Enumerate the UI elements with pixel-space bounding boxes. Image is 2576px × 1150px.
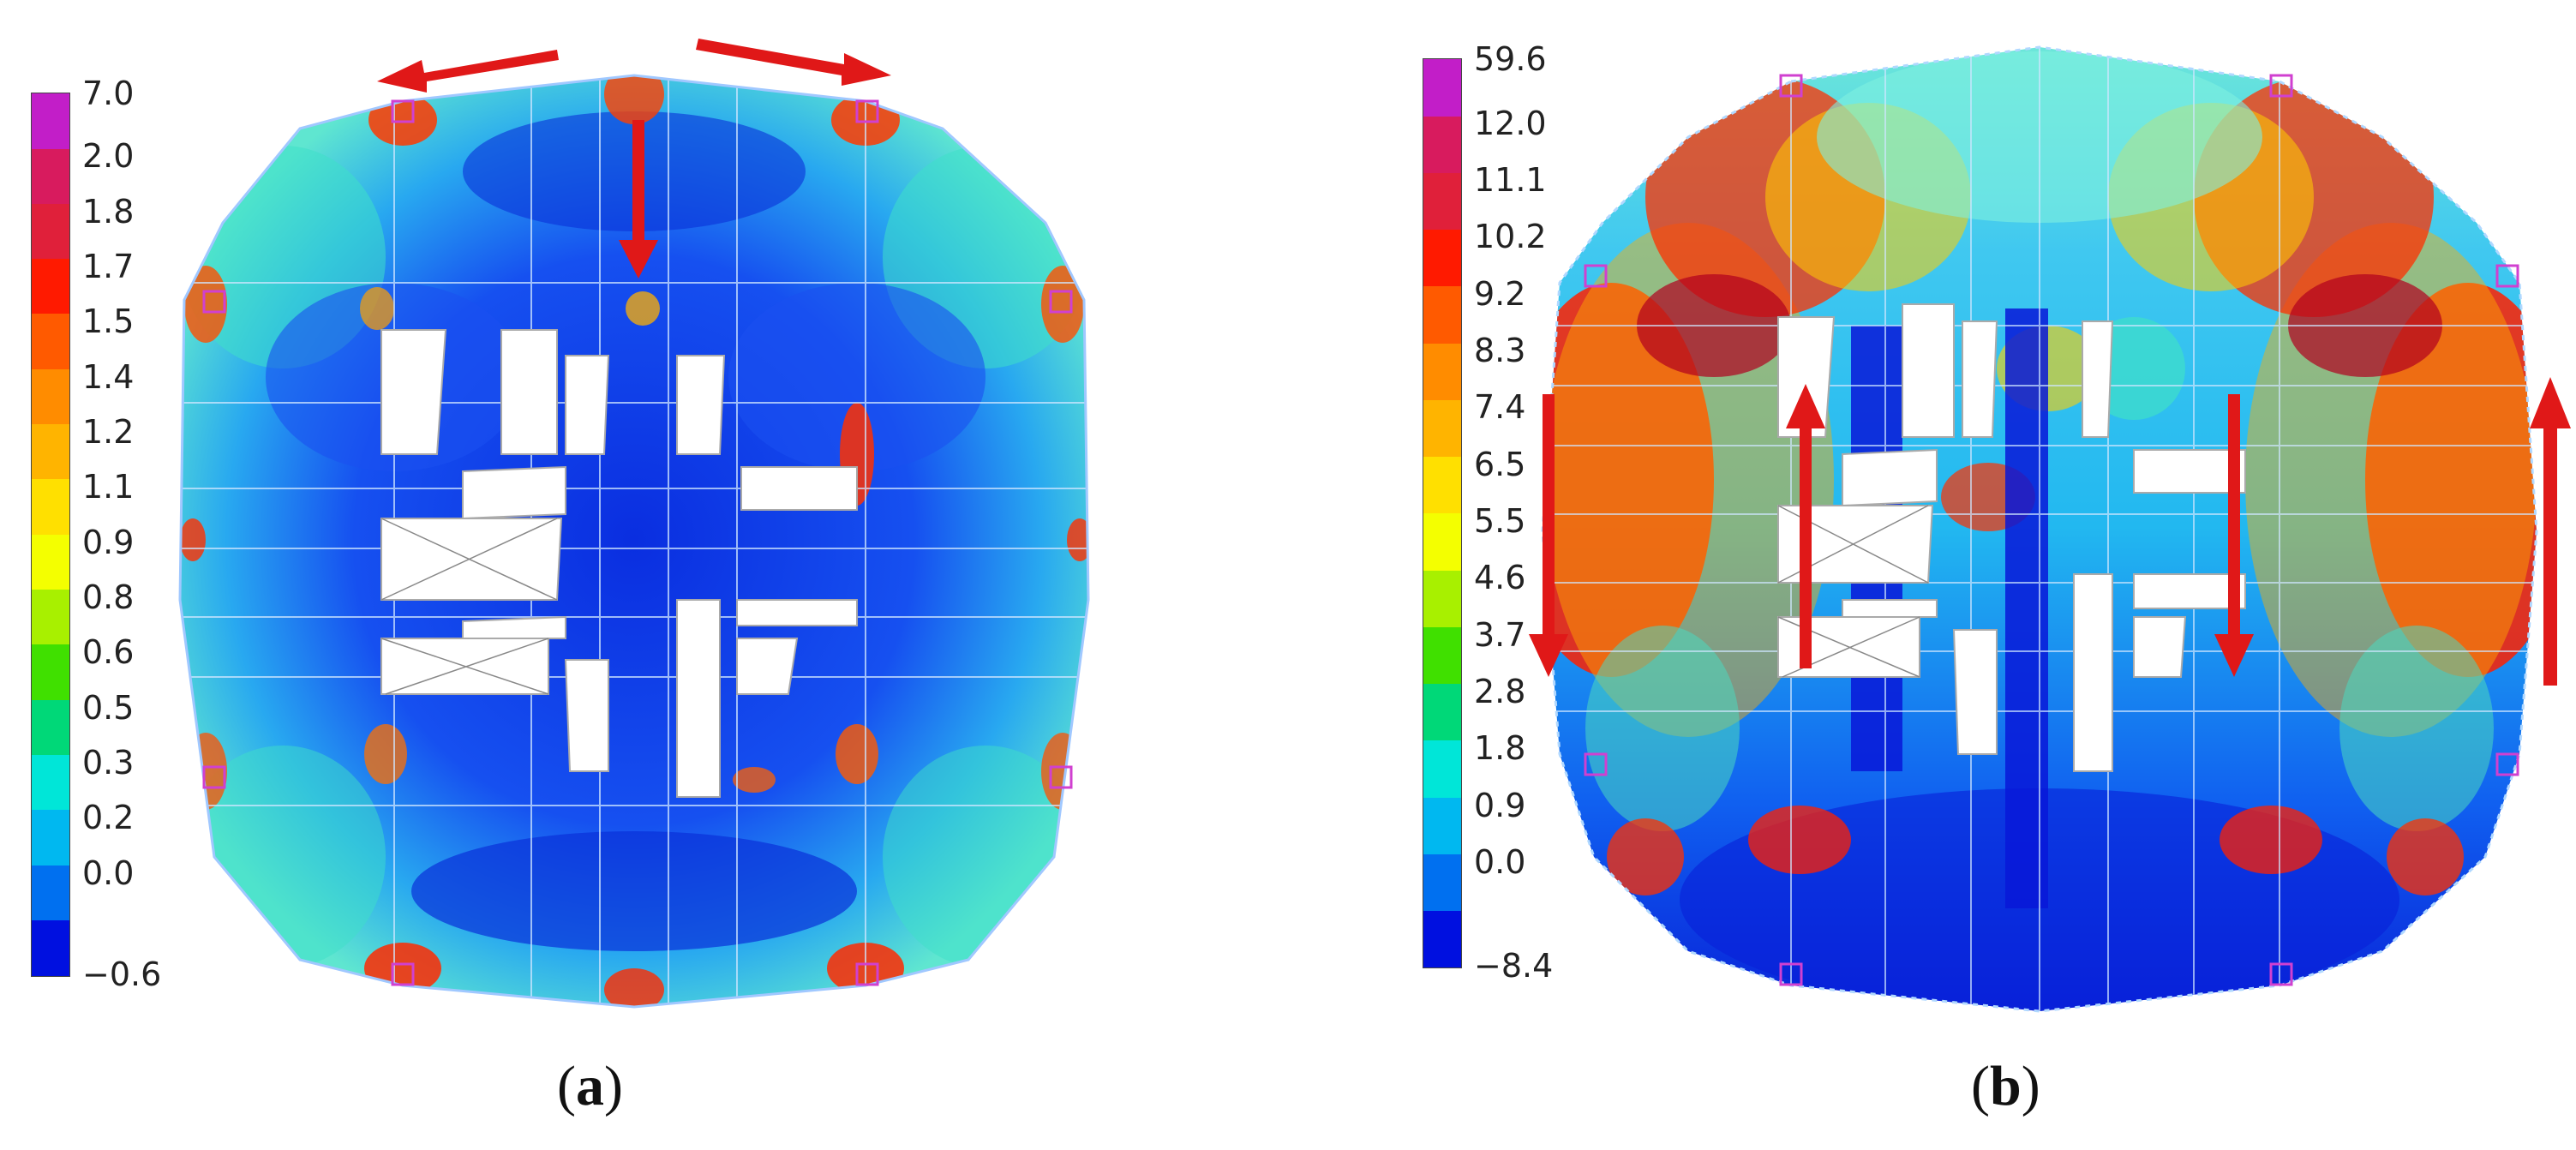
- legend-label: 0.5: [82, 689, 135, 727]
- legend-label: 1.5: [82, 302, 135, 340]
- legend-label: 1.7: [82, 248, 135, 285]
- legend-label: 0.8: [82, 578, 135, 616]
- legend-swatch: [32, 644, 69, 700]
- legend-swatch: [1423, 457, 1461, 513]
- panel-caption-b: (b): [1971, 1055, 2040, 1117]
- legend-swatch: [1423, 59, 1461, 117]
- legend-label: 0.9: [1474, 787, 1526, 824]
- legend-swatch: [1423, 627, 1461, 684]
- contour-plot-a: [178, 39, 1090, 1009]
- floor-slab-a: [180, 75, 1088, 1007]
- legend-label: 7.0: [82, 75, 135, 112]
- legend-swatch: [32, 369, 69, 424]
- legend-swatch: [32, 700, 69, 755]
- column-markers-b: [1584, 74, 2519, 986]
- legend-swatch: [1423, 798, 1461, 854]
- arrow-up: [2530, 377, 2571, 686]
- legend-label: 1.8: [1474, 729, 1526, 767]
- legend-label: 1.4: [82, 358, 135, 396]
- legend-label: 2.0: [82, 137, 135, 175]
- legend-swatch: [32, 590, 69, 644]
- legend-label: 12.0: [1474, 105, 1547, 142]
- legend-label: 8.3: [1474, 332, 1526, 369]
- legend-label: −0.6: [82, 955, 162, 993]
- legend-swatch: [32, 755, 69, 810]
- legend-swatch: [32, 259, 69, 314]
- floor-slab-b: [1543, 47, 2537, 1011]
- legend-swatch: [1423, 117, 1461, 173]
- legend-label: 4.6: [1474, 559, 1526, 596]
- legend-label: 0.6: [82, 633, 135, 671]
- legend-swatch: [1423, 173, 1461, 230]
- legend-label: 10.2: [1474, 218, 1547, 255]
- legend-label: 2.8: [1474, 673, 1526, 710]
- legend-swatch: [1423, 740, 1461, 798]
- legend-swatch: [1423, 230, 1461, 286]
- legend-label: 0.0: [82, 854, 135, 892]
- arrow-down: [1529, 394, 1568, 677]
- legend-label: 0.0: [1474, 843, 1526, 881]
- legend-label: 0.2: [82, 799, 135, 836]
- legend-label: 0.9: [82, 524, 135, 561]
- contour-plot-b: [1529, 45, 2571, 1013]
- arrow-down: [619, 120, 658, 279]
- legend-label: 11.1: [1474, 161, 1547, 199]
- legend-label: 59.6: [1474, 40, 1547, 78]
- legend-label: 6.5: [1474, 446, 1526, 483]
- legend-swatch: [32, 149, 69, 204]
- legend-swatch: [32, 535, 69, 590]
- legend-colorbar-a: [31, 93, 70, 977]
- arrow-up-right: [696, 39, 891, 86]
- arrow-up-left: [377, 50, 559, 93]
- column-markers-a: [202, 99, 1073, 986]
- legend-swatch: [32, 204, 69, 259]
- legend-swatch: [32, 314, 69, 369]
- legend-swatch: [32, 865, 69, 920]
- legend-swatch: [32, 93, 69, 149]
- legend-label: 1.1: [82, 468, 135, 506]
- legend-label: 5.5: [1474, 502, 1526, 540]
- arrow-up: [1786, 384, 1825, 668]
- legend-swatch: [1423, 911, 1461, 967]
- legend-label: 1.2: [82, 413, 135, 451]
- panel-b: 59.6 12.0 11.1 10.2 9.2 8.3 7.4 6.5 5.5 …: [1285, 0, 2576, 1150]
- legend-swatch: [32, 810, 69, 865]
- legend-swatch: [32, 424, 69, 479]
- legend-label: −8.4: [1474, 947, 1554, 985]
- legend-label: 1.8: [82, 193, 135, 231]
- panel-a: 7.0 2.0 1.8 1.7 1.5 1.4 1.2 1.1 0.9 0.8 …: [0, 0, 1285, 1150]
- legend-swatch: [1423, 854, 1461, 911]
- legend-swatch: [1423, 513, 1461, 571]
- legend-colorbar-b: [1423, 58, 1462, 968]
- arrow-down: [2214, 394, 2254, 677]
- legend-swatch: [1423, 344, 1461, 400]
- legend-swatch: [1423, 571, 1461, 627]
- legend-label: 9.2: [1474, 275, 1526, 313]
- legend-swatch: [1423, 400, 1461, 457]
- legend-swatch: [32, 479, 69, 535]
- legend-swatch: [1423, 286, 1461, 344]
- legend-swatch: [1423, 684, 1461, 740]
- panel-caption-a: (a): [557, 1055, 623, 1117]
- legend-label: 3.7: [1474, 616, 1526, 654]
- legend-label: 0.3: [82, 744, 135, 782]
- legend-swatch: [32, 920, 69, 976]
- legend-label: 7.4: [1474, 388, 1526, 426]
